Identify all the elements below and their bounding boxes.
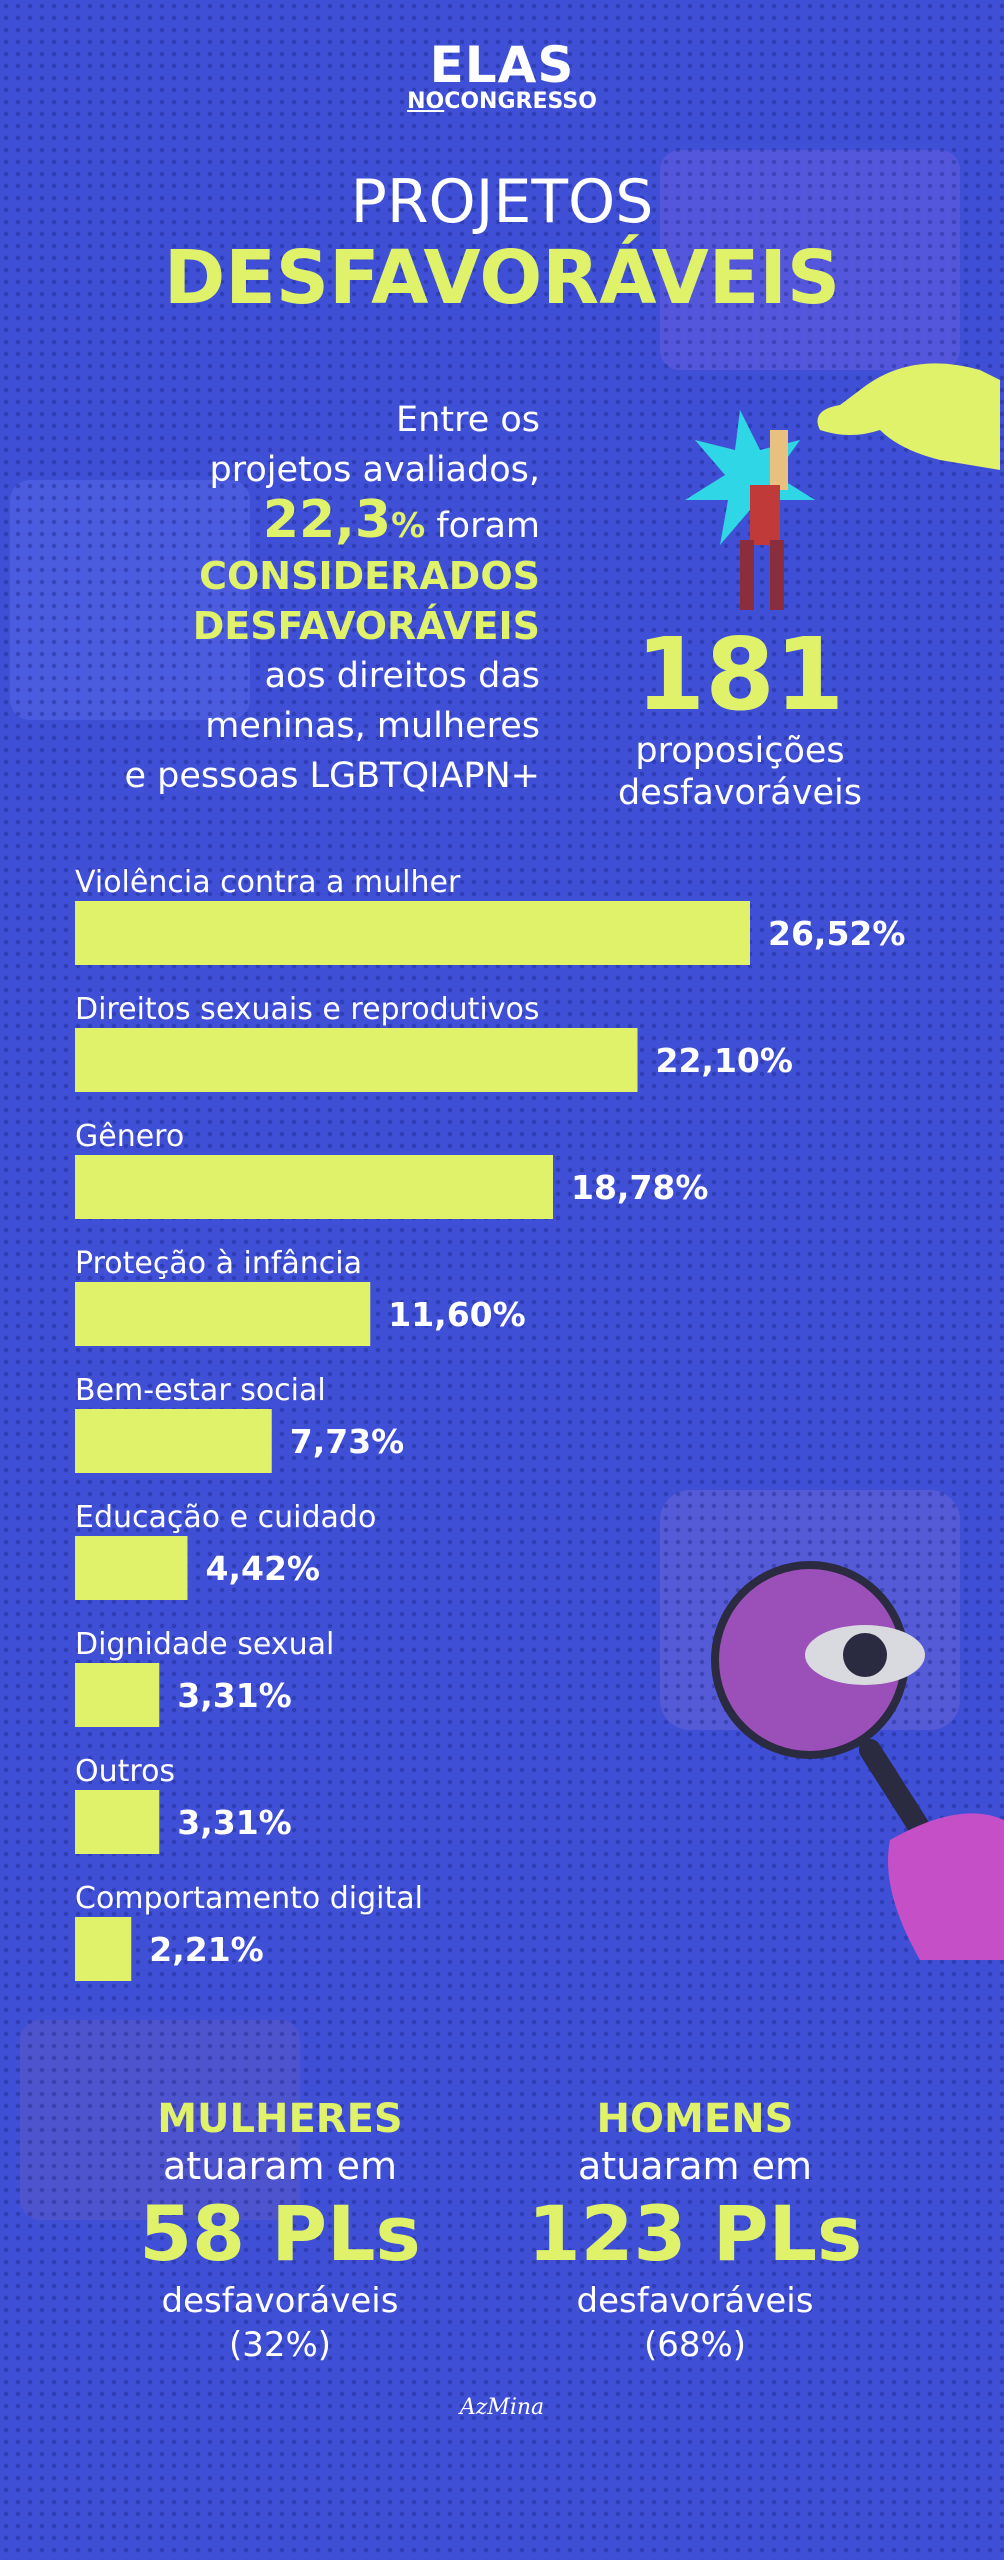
pointing-hand-icon: [685, 363, 1000, 610]
magnifying-glass-eye-icon: [711, 1561, 1004, 1960]
men-percent: (68%): [643, 2325, 747, 2365]
intro-highlight: CONSIDERADOS: [199, 554, 540, 598]
women-text: atuaram em: [163, 2144, 397, 2188]
category-label: Comportamento digital: [75, 1881, 423, 1916]
bar: [75, 1663, 160, 1727]
logo-main: ELAS: [429, 36, 575, 94]
category-label: Dignidade sexual: [75, 1627, 334, 1662]
intro-line: e pessoas LGBTQIAPN+: [124, 756, 540, 796]
stat-label: proposições: [635, 731, 845, 771]
signature-logo: AzMina: [459, 2395, 545, 2420]
stat-block: 181 proposições desfavoráveis: [575, 620, 905, 814]
bar: [75, 1155, 553, 1219]
logo: ELAS NOCONGRESSO: [0, 40, 1004, 114]
men-text: atuaram em: [578, 2144, 812, 2188]
stat-number: 181: [635, 616, 845, 733]
bar: [75, 1790, 160, 1854]
category-label: Educação e cuidado: [75, 1500, 376, 1535]
category-label: Outros: [75, 1754, 175, 1789]
women-head: MULHERES: [157, 2096, 403, 2142]
women-stat: MULHERES atuaram em 58 PLs desfavoráveis…: [100, 2095, 460, 2367]
intro-percent-line: 22,3% foram: [20, 494, 540, 551]
value-label: 22,10%: [656, 1041, 793, 1080]
value-label: 4,42%: [206, 1549, 321, 1588]
intro-line: aos direitos das: [264, 656, 540, 696]
bar: [75, 1028, 638, 1092]
men-number: 123 PLs: [527, 2189, 863, 2278]
bar: [75, 901, 750, 965]
men-desc: desfavoráveis: [576, 2281, 814, 2321]
women-number: 58 PLs: [139, 2189, 421, 2278]
intro-foram: foram: [425, 506, 540, 546]
intro-line: projetos avaliados,: [209, 450, 540, 490]
intro-line: Entre os: [396, 400, 540, 440]
logo-sub: NOCONGRESSO: [0, 90, 1004, 114]
background-shape: [10, 480, 250, 720]
background-shape: [660, 150, 960, 370]
women-percent: (32%): [228, 2325, 332, 2365]
page-title-line2: DESFAVORÁVEIS: [163, 235, 841, 321]
logo-sub-word: CONGRESSO: [444, 89, 597, 114]
stat-label: desfavoráveis: [618, 773, 862, 813]
category-label: Direitos sexuais e reprodutivos: [75, 992, 540, 1027]
bar: [75, 1282, 371, 1346]
intro-text: Entre os projetos avaliados, 22,3% foram…: [20, 395, 540, 801]
value-label: 3,31%: [177, 1676, 292, 1715]
value-label: 26,52%: [768, 914, 905, 953]
intro-highlight: DESFAVORÁVEIS: [192, 604, 540, 648]
value-label: 2,21%: [149, 1930, 264, 1969]
value-label: 11,60%: [388, 1295, 525, 1334]
bar: [75, 1917, 132, 1981]
value-label: 7,73%: [290, 1422, 405, 1461]
category-label: Bem-estar social: [75, 1373, 326, 1408]
category-label: Gênero: [75, 1119, 184, 1154]
page-title-line1: PROJETOS: [350, 167, 654, 237]
intro-line: meninas, mulheres: [205, 706, 540, 746]
intro-percent-symbol: %: [391, 506, 426, 546]
men-head: HOMENS: [596, 2096, 794, 2142]
category-label: Proteção à infância: [75, 1246, 362, 1281]
bar: [75, 1409, 272, 1473]
men-stat: HOMENS atuaram em 123 PLs desfavoráveis …: [515, 2095, 875, 2367]
logo-sub-prefix: NO: [407, 89, 445, 114]
bar: [75, 1536, 188, 1600]
value-label: 3,31%: [177, 1803, 292, 1842]
intro-percent-number: 22,3: [262, 490, 392, 550]
background-shape: [20, 2020, 300, 2220]
women-desc: desfavoráveis: [161, 2281, 399, 2321]
value-label: 18,78%: [571, 1168, 708, 1207]
category-label: Violência contra a mulher: [75, 865, 461, 900]
